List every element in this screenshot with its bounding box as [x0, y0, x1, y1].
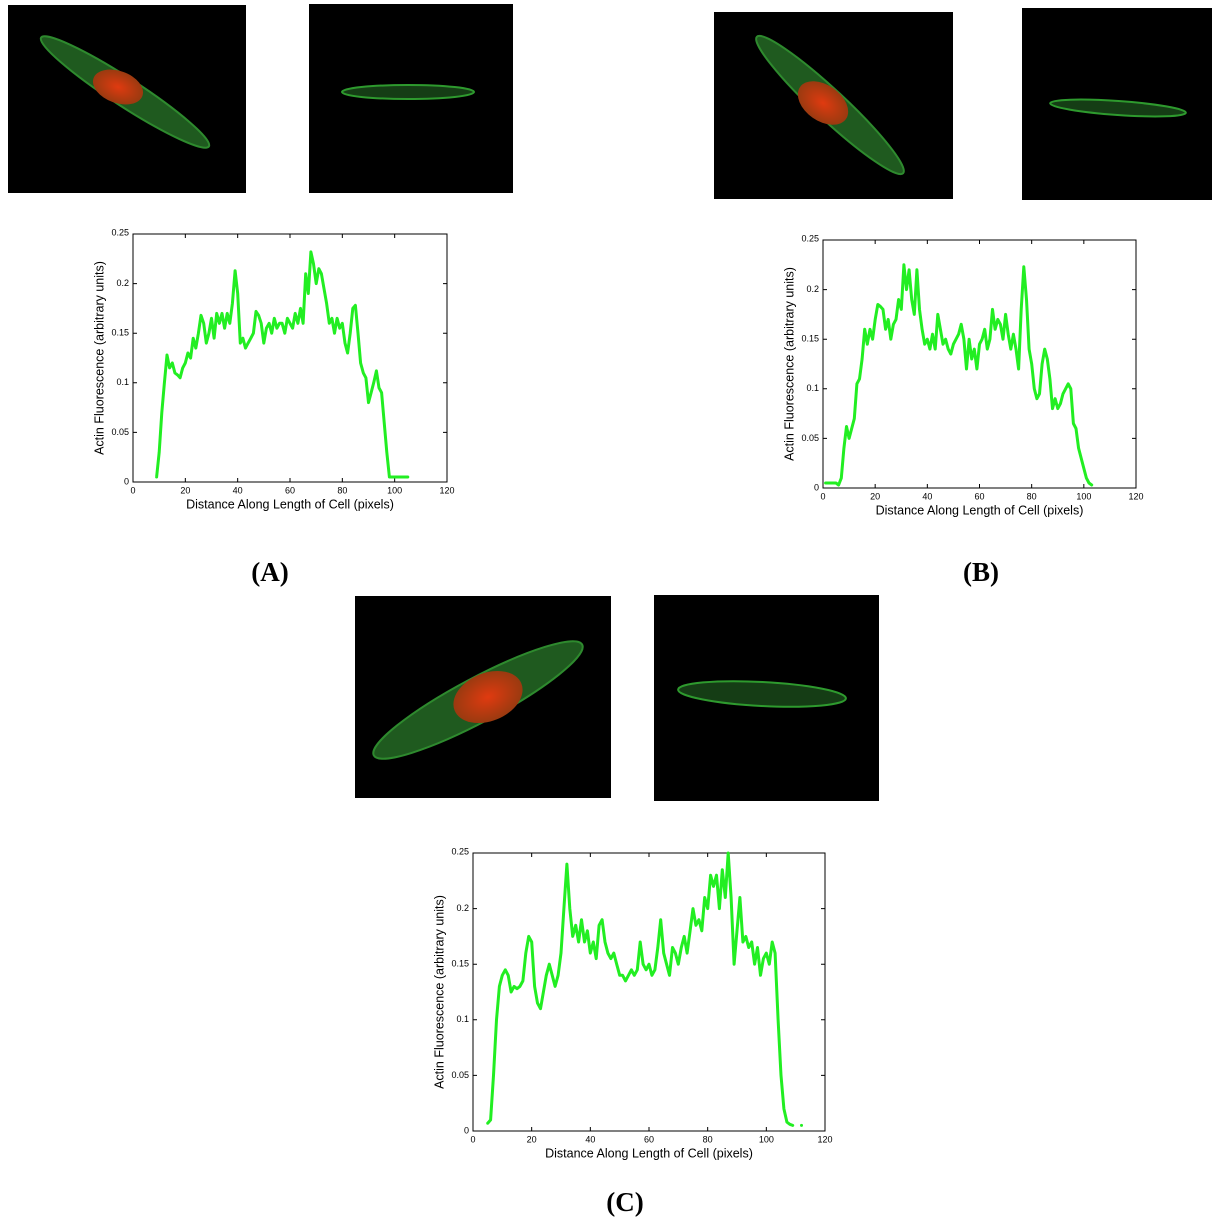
- x-tick-label: 20: [870, 491, 880, 501]
- y-tick-label: 0.1: [456, 1014, 469, 1024]
- x-tick-label: 20: [180, 485, 190, 495]
- plot-frame: [822, 239, 1137, 489]
- x-axis-label: Distance Along Length of Cell (pixels): [186, 497, 394, 511]
- x-tick-label: 40: [585, 1134, 595, 1144]
- data-line: [824, 263, 1094, 487]
- data-line: [486, 851, 804, 1127]
- x-tick-label: 120: [817, 1134, 832, 1144]
- y-tick-label: 0.15: [801, 334, 819, 344]
- micrograph-a2: [309, 4, 513, 193]
- y-tick-label: 0.05: [111, 427, 129, 437]
- y-axis-label: Actin Fluorescence (arbitrary units): [92, 261, 106, 455]
- x-tick-label: 120: [1128, 491, 1143, 501]
- x-tick-label: 40: [233, 485, 243, 495]
- y-tick-label: 0.15: [451, 959, 469, 969]
- x-tick-label: 80: [1027, 491, 1037, 501]
- y-tick-label: 0.2: [806, 284, 819, 294]
- micrograph-a1: [8, 5, 246, 193]
- micrograph-c1: [355, 596, 611, 798]
- panel-label: (C): [606, 1187, 643, 1217]
- x-tick-label: 0: [470, 1134, 475, 1144]
- y-tick-label: 0.05: [801, 433, 819, 443]
- y-tick-label: 0: [124, 476, 129, 486]
- x-tick-label: 120: [439, 485, 454, 495]
- x-tick-label: 20: [527, 1134, 537, 1144]
- y-tick-label: 0.15: [111, 328, 129, 338]
- x-tick-label: 60: [974, 491, 984, 501]
- y-axis-label: Actin Fluorescence (arbitrary units): [782, 267, 796, 461]
- y-tick-label: 0: [464, 1125, 469, 1135]
- y-tick-label: 0.1: [116, 377, 129, 387]
- y-tick-label: 0.1: [806, 383, 819, 393]
- micrograph-c2: [654, 595, 879, 801]
- x-tick-label: 0: [820, 491, 825, 501]
- y-tick-label: 0.2: [456, 903, 469, 913]
- panel-label: (A): [251, 557, 288, 587]
- micrograph-b2: [1022, 8, 1212, 200]
- y-axis-label: Actin Fluorescence (arbitrary units): [432, 895, 446, 1089]
- y-tick-label: 0: [814, 482, 819, 492]
- x-tick-label: 80: [703, 1134, 713, 1144]
- x-tick-label: 40: [922, 491, 932, 501]
- x-tick-label: 100: [759, 1134, 774, 1144]
- y-tick-label: 0.05: [451, 1070, 469, 1080]
- x-tick-label: 60: [644, 1134, 654, 1144]
- x-axis-label: Distance Along Length of Cell (pixels): [545, 1146, 753, 1160]
- x-tick-label: 80: [337, 485, 347, 495]
- x-tick-label: 0: [130, 485, 135, 495]
- data-line: [155, 250, 410, 479]
- micrograph-b1: [714, 12, 953, 199]
- y-tick-label: 0.25: [451, 846, 469, 856]
- panel-label: (B): [963, 557, 999, 587]
- y-tick-label: 0.25: [801, 233, 819, 243]
- x-tick-label: 100: [387, 485, 402, 495]
- x-tick-label: 100: [1076, 491, 1091, 501]
- plot-frame: [472, 852, 826, 1132]
- y-tick-label: 0.2: [116, 278, 129, 288]
- y-tick-label: 0.25: [111, 227, 129, 237]
- plot-frame: [132, 233, 448, 483]
- x-tick-label: 60: [285, 485, 295, 495]
- x-axis-label: Distance Along Length of Cell (pixels): [876, 503, 1084, 517]
